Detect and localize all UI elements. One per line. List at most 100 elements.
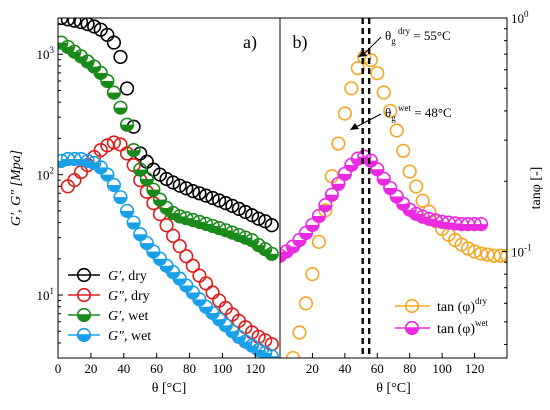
data-point	[60, 18, 75, 27]
legend-label: G″, wet	[108, 329, 151, 344]
x-tick-label: 80	[183, 361, 196, 376]
data-point	[146, 244, 161, 259]
data-point	[166, 175, 181, 190]
legend-label: tan (φ)wet	[437, 318, 489, 337]
data-point	[119, 203, 135, 218]
data-point	[100, 73, 115, 89]
panel-b-frame	[279, 17, 508, 359]
data-point	[166, 228, 181, 243]
x-tick-label: 40	[338, 361, 351, 376]
data-point	[172, 178, 187, 193]
data-point	[292, 325, 307, 340]
legend-marker	[76, 327, 92, 343]
data-point	[383, 180, 398, 196]
data-point	[350, 61, 365, 76]
data-point	[467, 244, 482, 259]
panel-label-b: b)	[293, 32, 308, 53]
y-tick-label: 10-1	[511, 243, 532, 260]
data-point	[324, 187, 339, 202]
legend-b: tan (φ)dry tan (φ)wet	[395, 296, 489, 337]
data-point	[139, 236, 154, 251]
arrowhead	[358, 50, 367, 57]
data-point	[172, 238, 187, 254]
data-point	[139, 154, 154, 169]
legend-label: G″, dry	[108, 289, 150, 304]
data-point	[159, 171, 174, 187]
data-point	[218, 196, 233, 211]
x-tick-label: 120	[465, 361, 485, 376]
data-point	[298, 296, 314, 311]
data-point	[415, 193, 430, 208]
data-point	[499, 248, 507, 263]
arrowhead	[350, 123, 359, 130]
x-tick-label: 100	[432, 361, 452, 376]
data-point	[159, 218, 174, 233]
data-point	[251, 211, 266, 226]
data-point	[179, 181, 194, 196]
x-tick-label: 20	[306, 361, 319, 376]
data-point	[113, 49, 128, 65]
data-point	[344, 81, 359, 96]
data-point	[126, 215, 141, 230]
data-point	[337, 106, 352, 121]
panel-b-plot	[280, 50, 507, 358]
data-point	[126, 142, 141, 158]
data-point	[318, 198, 333, 213]
series-b-2	[280, 149, 489, 263]
data-point	[192, 186, 207, 201]
data-point	[409, 179, 424, 194]
data-point	[363, 53, 378, 68]
data-point	[311, 208, 327, 224]
y-tick-label: 100	[511, 9, 529, 26]
data-point	[331, 136, 346, 151]
x-tick-label: 60	[371, 361, 384, 376]
legend-label: G′, wet	[108, 309, 149, 324]
data-point	[389, 189, 404, 204]
legend-marker	[404, 298, 420, 314]
data-point	[87, 19, 102, 34]
x-tick-label: 80	[403, 361, 416, 376]
data-point	[357, 50, 372, 65]
x-axis-title-b: θ [°C]	[376, 381, 410, 396]
series-a-3	[58, 35, 279, 261]
data-point	[152, 192, 168, 207]
data-point	[231, 201, 246, 216]
data-point	[225, 198, 240, 214]
legend-label: tan (φ)dry	[437, 296, 488, 315]
y-tick-label: 102	[37, 166, 55, 183]
data-point	[80, 18, 95, 32]
x-tick-label: 60	[150, 361, 163, 376]
x-tick-label: 20	[84, 361, 97, 376]
data-point	[119, 81, 135, 96]
y-axis-title-b: tanφ [-]	[529, 167, 544, 210]
data-point	[58, 18, 69, 26]
legend-a: G′, dry G″, dry G′, wet G″, wet	[68, 267, 151, 344]
data-point	[212, 293, 227, 308]
data-point	[244, 208, 260, 223]
data-point	[106, 135, 122, 150]
annotation-arrow	[363, 36, 382, 55]
data-point	[185, 184, 200, 199]
data-point	[305, 267, 320, 282]
legend-marker	[76, 267, 92, 283]
annotation-arrow	[355, 113, 382, 128]
data-point	[106, 177, 122, 193]
data-point	[73, 18, 89, 30]
data-point	[473, 217, 489, 232]
data-point	[376, 85, 391, 100]
data-point	[331, 176, 346, 191]
x-tick-label: 0	[55, 361, 62, 376]
x-tick-label: 100	[213, 361, 233, 376]
y-axis-title-a: G′, G″ [Mpa]	[9, 150, 24, 226]
panel-label-a: a)	[243, 32, 257, 53]
data-point	[113, 190, 128, 205]
data-point	[67, 18, 82, 28]
data-point	[285, 350, 301, 358]
data-point	[185, 258, 200, 273]
data-point	[324, 169, 339, 184]
data-point	[106, 35, 122, 50]
data-point	[133, 227, 148, 242]
data-point	[383, 103, 398, 119]
x-tick-label: 40	[117, 361, 130, 376]
